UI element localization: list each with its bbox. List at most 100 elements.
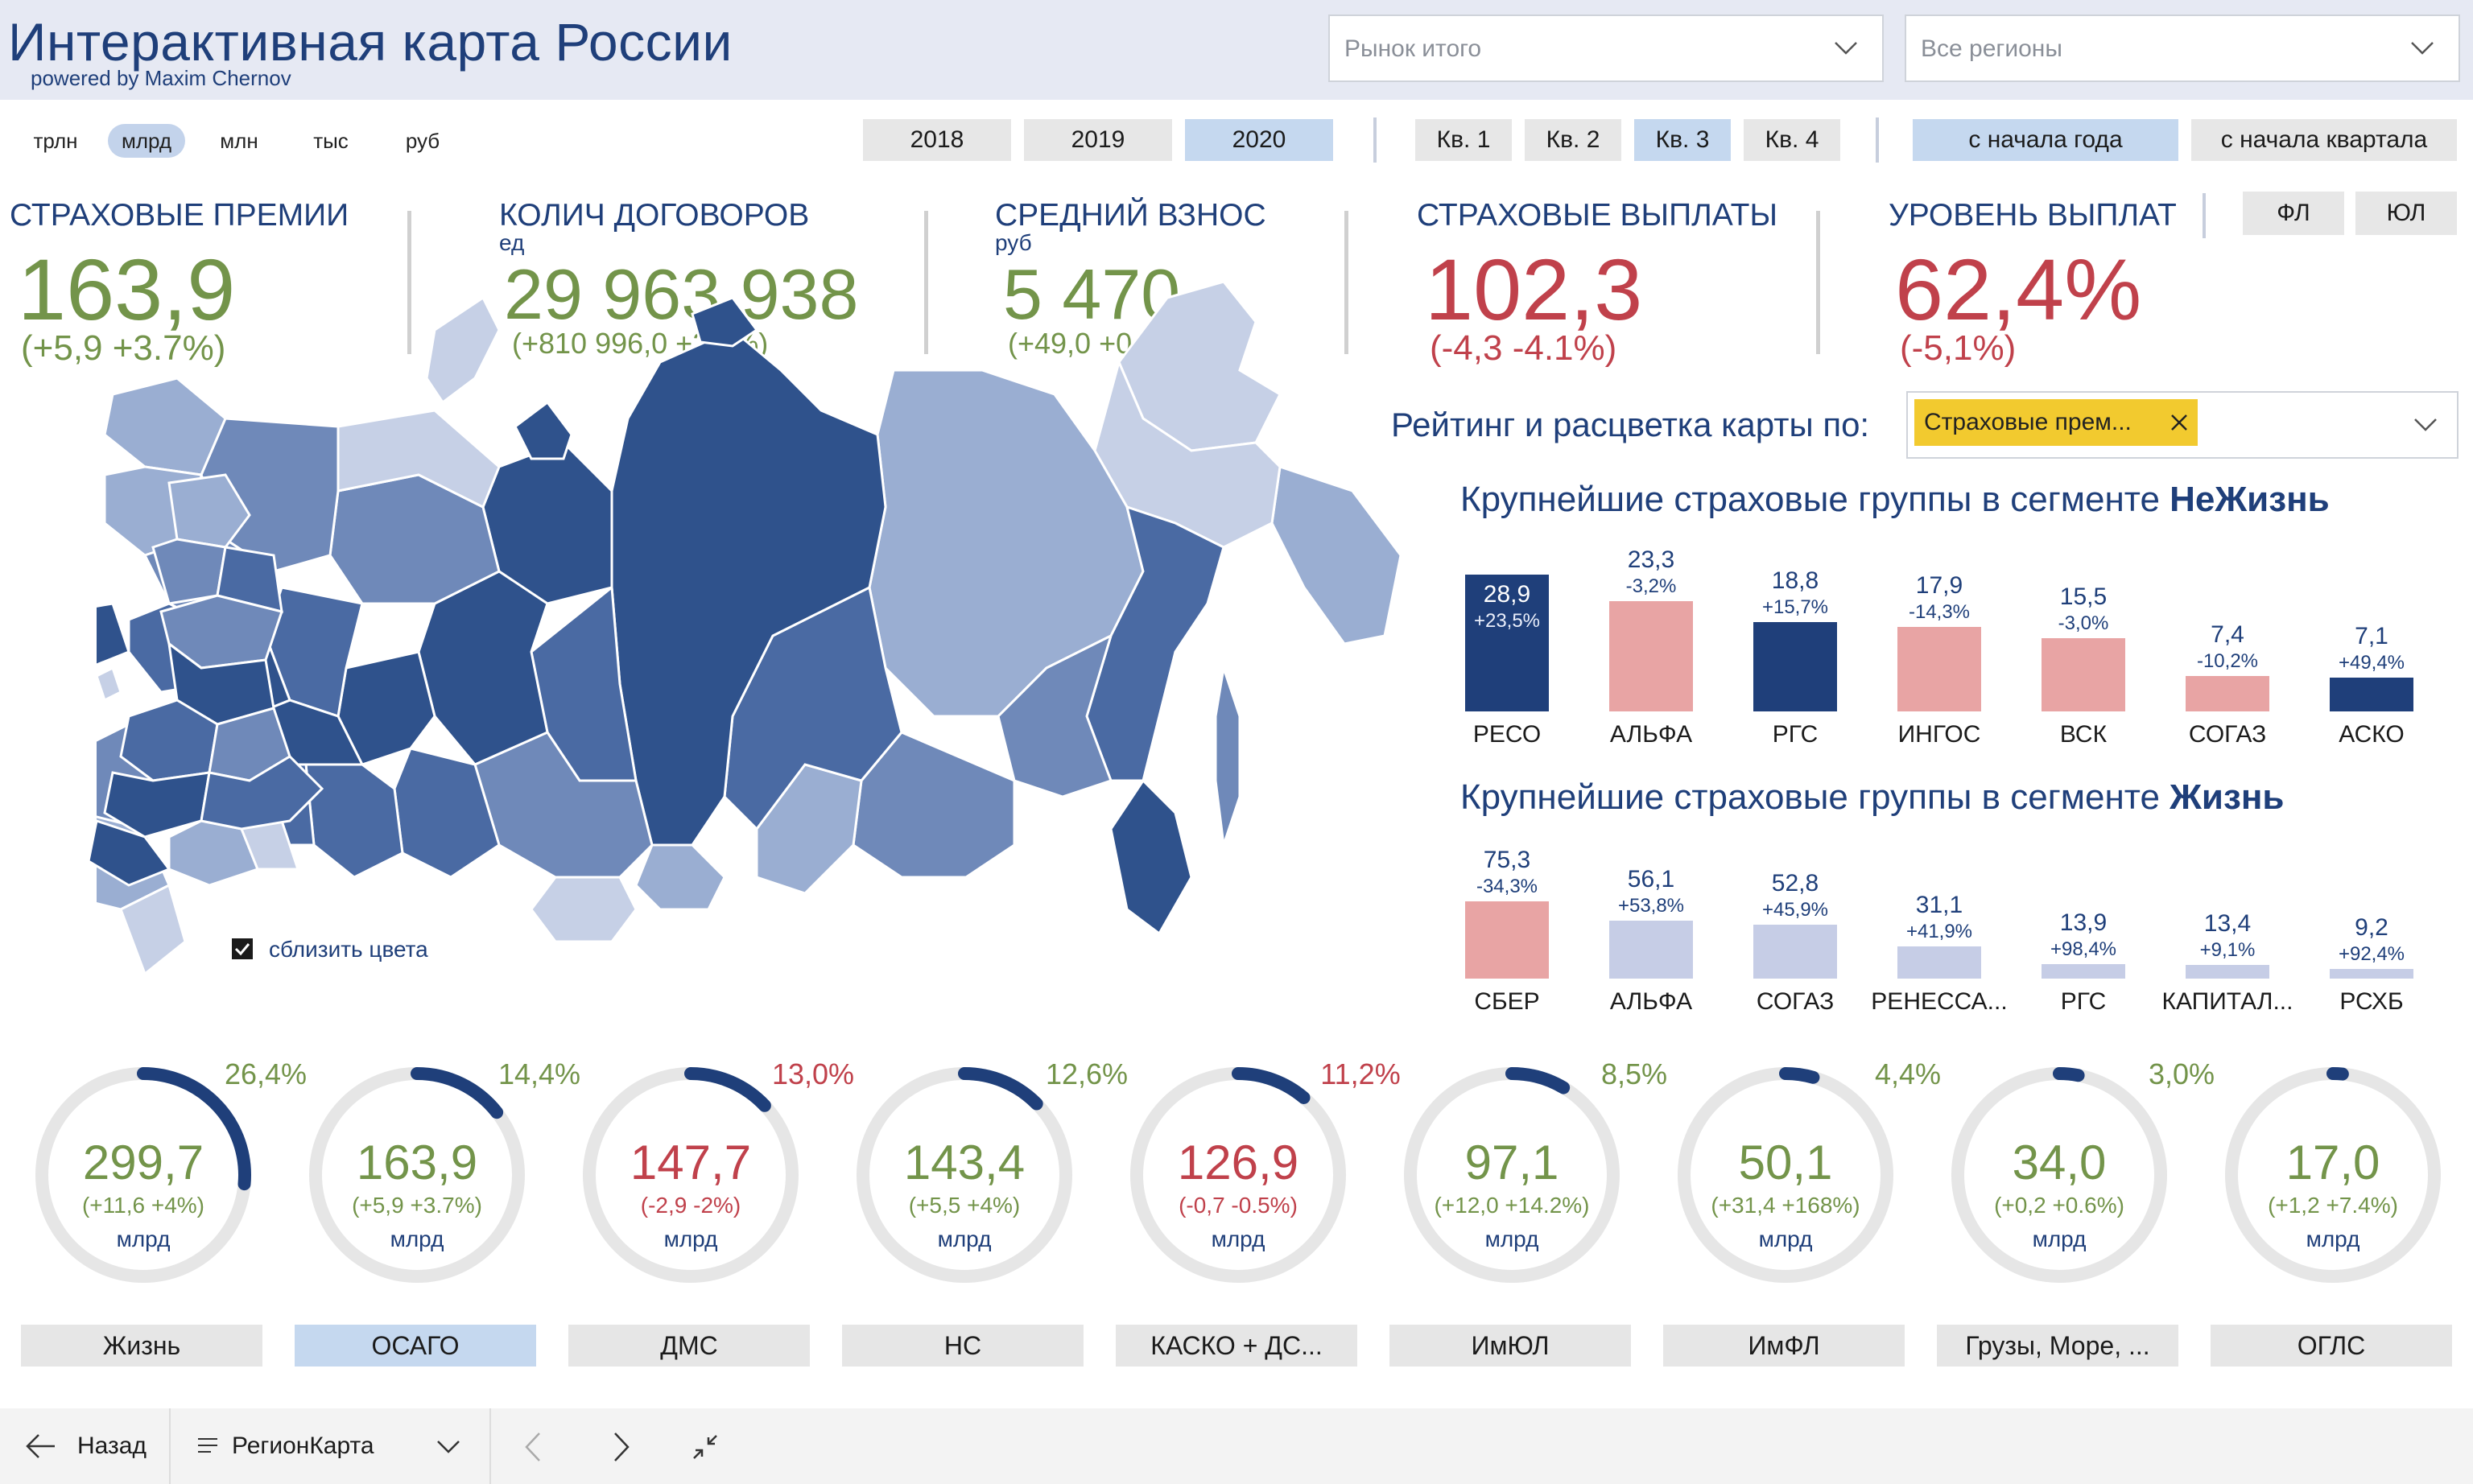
year-2019-button[interactable]: 2019 [1024, 119, 1172, 161]
map-region-amur[interactable] [997, 633, 1113, 798]
map-region-novosibirsk[interactable] [473, 731, 654, 879]
map-region-leningrad[interactable] [167, 473, 251, 549]
back-button[interactable]: Назад [0, 1408, 169, 1484]
bar-nonlife-chart-5[interactable] [2186, 676, 2269, 711]
map-region-taymyr[interactable] [691, 296, 759, 348]
bar-delta-label: -3,2% [1625, 575, 1677, 597]
bar-delta-label: -3,0% [2058, 612, 2109, 634]
arrow-left-icon [26, 1434, 55, 1458]
bar-value-label: 56,1 [1627, 866, 1675, 892]
bar-life-chart-6[interactable] [2330, 969, 2413, 979]
bar-life-chart-2[interactable] [1753, 925, 1837, 979]
donut-1[interactable] [296, 1054, 538, 1296]
period-ytd-button[interactable]: с начала года [1913, 119, 2178, 161]
segment-button[interactable]: Грузы, Море, ... [1937, 1325, 2178, 1367]
kpi-ratio-label: УРОВЕНЬ ВЫПЛАТ [1889, 198, 2177, 233]
russia-map[interactable] [97, 266, 1417, 1054]
chevron-left-icon[interactable] [523, 1431, 543, 1463]
page-title: Интерактивная карта России [8, 12, 733, 72]
bar-nonlife-chart-0[interactable] [1465, 575, 1549, 711]
client-legal-button[interactable]: ЮЛ [2355, 192, 2457, 235]
segment-button[interactable]: Жизнь [21, 1325, 262, 1367]
rating-chip[interactable]: Страховые прем... [1914, 399, 2198, 446]
donut-3[interactable] [844, 1054, 1085, 1296]
period-qtd-button[interactable]: с начала квартала [2191, 119, 2457, 161]
map-region-primorye[interactable] [1109, 778, 1193, 936]
map-region-novaya-zemlya[interactable] [425, 295, 501, 405]
segment-button[interactable]: ИмЮЛ [1389, 1325, 1631, 1367]
unit-trillion[interactable]: трлн [33, 129, 78, 153]
kpi-payouts-value: 102,3 [1425, 241, 1643, 338]
bar-category-label: ВСК [2059, 721, 2108, 748]
kpi-ratio-value: 62,4% [1895, 241, 2142, 338]
quarter-3-button[interactable]: Кв. 3 [1634, 119, 1731, 161]
bar-nonlife-chart-2[interactable] [1753, 622, 1837, 711]
donut-0[interactable] [23, 1054, 264, 1296]
menu-lines-icon [198, 1438, 217, 1453]
donut-unit: млрд [2032, 1226, 2087, 1251]
client-individual-button[interactable]: ФЛ [2243, 192, 2344, 235]
rating-chip-label: Страховые прем... [1924, 409, 2132, 435]
bar-life-chart-3[interactable] [1897, 946, 1981, 979]
bar-nonlife-chart-4[interactable] [2042, 638, 2125, 711]
divider [1373, 117, 1377, 163]
donut-5[interactable] [1391, 1054, 1633, 1296]
donut-8[interactable] [2212, 1054, 2454, 1296]
bar-life-chart-0[interactable] [1465, 901, 1549, 979]
segment-button[interactable]: КАСКО + ДС... [1116, 1325, 1357, 1367]
quarter-2-button[interactable]: Кв. 2 [1525, 119, 1621, 161]
bar-nonlife-chart-1[interactable] [1609, 601, 1693, 711]
donut-4[interactable] [1117, 1054, 1359, 1296]
bar-delta-label: +45,9% [1761, 899, 1829, 921]
collapse-icon[interactable] [691, 1432, 720, 1461]
bar-value-label: 31,1 [1915, 892, 1963, 918]
map-region-kamchatka[interactable] [1270, 465, 1402, 645]
segment-button[interactable]: ОСАГО [295, 1325, 536, 1367]
segment-button[interactable]: ОГЛС [2211, 1325, 2452, 1367]
donut-7[interactable] [1938, 1054, 2180, 1296]
unit-million[interactable]: млн [220, 129, 258, 153]
unit-ruble[interactable]: руб [405, 129, 440, 153]
segment-button[interactable]: ИмФЛ [1663, 1325, 1905, 1367]
russia-map-west[interactable] [81, 451, 338, 901]
chevron-down-icon [437, 1441, 460, 1453]
donut-2[interactable] [570, 1054, 811, 1296]
map-region-kaliningrad[interactable] [95, 666, 122, 703]
map-region-khabarovsk[interactable] [1085, 505, 1225, 782]
year-2018-button[interactable]: 2018 [863, 119, 1011, 161]
market-dropdown[interactable]: Рынок итого [1328, 14, 1884, 82]
map-region-yamal-peninsula[interactable] [514, 400, 573, 460]
close-icon[interactable] [2169, 412, 2190, 433]
bar-life-chart-1[interactable] [1609, 921, 1693, 979]
quarter-1-button[interactable]: Кв. 1 [1415, 119, 1512, 161]
segment-button[interactable]: ДМС [568, 1325, 810, 1367]
bar-value-label: 7,4 [2211, 621, 2244, 648]
map-region-penza[interactable] [200, 755, 324, 831]
donut-6[interactable] [1665, 1054, 1906, 1296]
chevron-right-icon[interactable] [612, 1431, 631, 1463]
map-region-krasnodar[interactable] [87, 819, 171, 887]
rating-dropdown[interactable]: Страховые прем... [1906, 391, 2459, 459]
quarter-4-button[interactable]: Кв. 4 [1744, 119, 1840, 161]
year-2020-button[interactable]: 2020 [1185, 119, 1333, 161]
kpi-separator [924, 211, 928, 354]
bar-nonlife-chart-3[interactable] [1897, 627, 1981, 711]
bar-nonlife-chart-6[interactable] [2330, 678, 2413, 711]
header-bar: Интерактивная карта России powered by Ma… [0, 0, 2473, 100]
bar-value-label: 13,4 [2203, 910, 2252, 937]
chevron-down-icon [1835, 42, 1857, 55]
close-colors-checkbox[interactable] [232, 938, 253, 959]
unit-billion[interactable]: млрд [108, 124, 185, 158]
page-selector[interactable]: РегионКарта [171, 1408, 489, 1484]
region-dropdown[interactable]: Все регионы [1905, 14, 2460, 82]
map-region-pskov[interactable] [151, 538, 227, 605]
map-region-altai[interactable] [530, 876, 638, 943]
map-region-astrakhan[interactable] [119, 883, 187, 976]
map-region-sakhalin[interactable] [1214, 667, 1241, 846]
segment-button[interactable]: НС [842, 1325, 1084, 1367]
unit-thousand[interactable]: тыс [313, 129, 349, 153]
kpi-avg-unit: руб [995, 230, 1032, 255]
bar-life-chart-5[interactable] [2186, 965, 2269, 979]
bar-life-chart-4[interactable] [2042, 964, 2125, 979]
map-region-tuva[interactable] [634, 843, 726, 911]
